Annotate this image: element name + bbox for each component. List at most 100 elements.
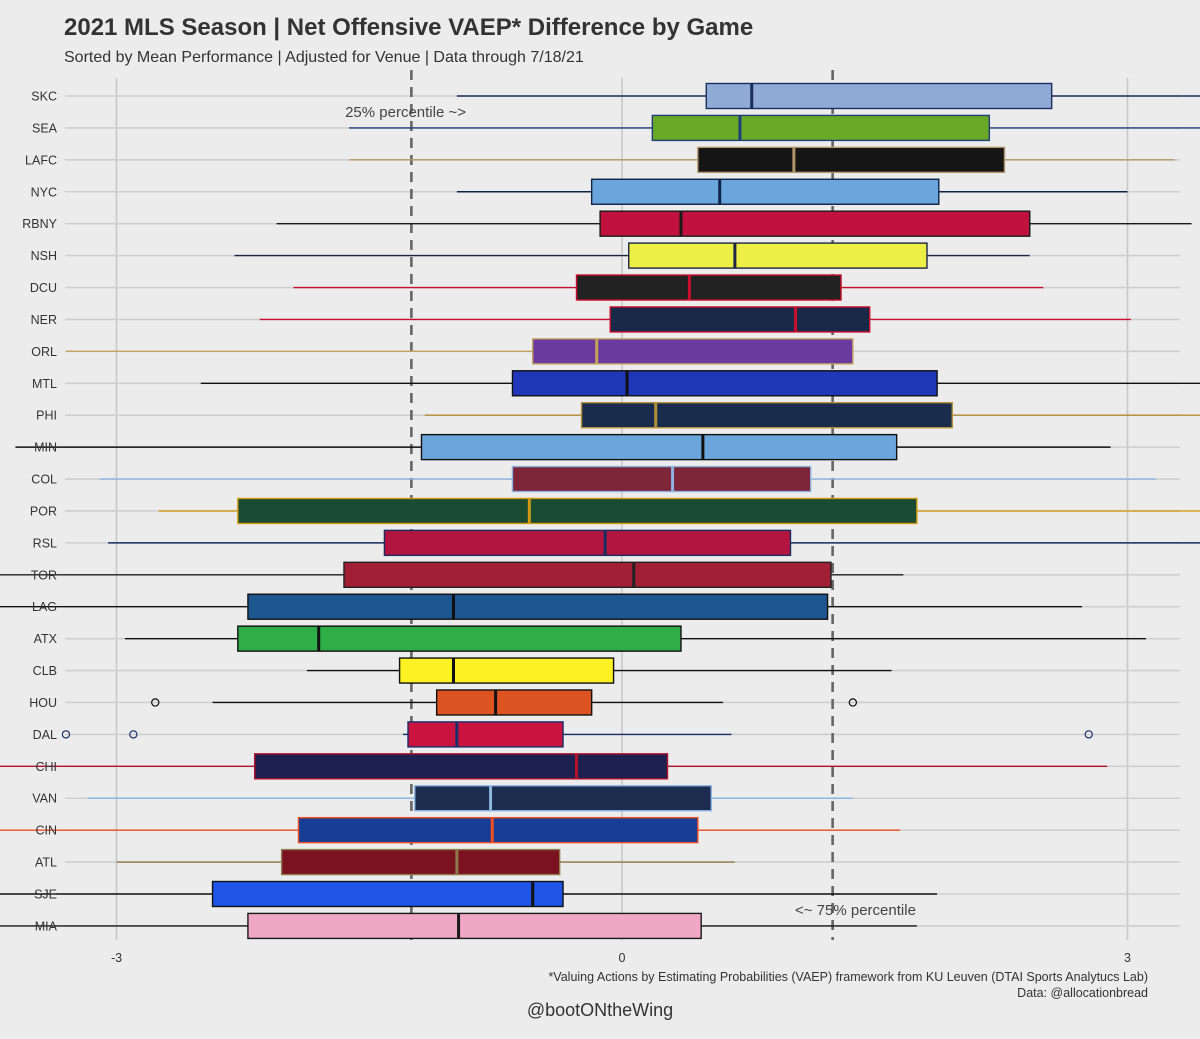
team-label: LAG bbox=[32, 600, 57, 614]
team-label: TOR bbox=[31, 568, 57, 582]
team-label: SKC bbox=[31, 90, 57, 104]
boxplot-mtl bbox=[200, 370, 1200, 397]
x-tick-label: 3 bbox=[1124, 951, 1131, 965]
team-label: POR bbox=[30, 504, 57, 518]
team-label: CIN bbox=[35, 824, 57, 838]
boxplot-ner bbox=[259, 306, 1131, 333]
boxplot-rbny bbox=[276, 210, 1192, 237]
iqr-box bbox=[609, 306, 871, 333]
outlier-point bbox=[61, 730, 71, 739]
team-label: NER bbox=[31, 313, 57, 327]
iqr-box bbox=[407, 721, 564, 748]
iqr-box bbox=[237, 497, 918, 525]
iqr-box bbox=[435, 689, 593, 716]
boxplot-atx bbox=[124, 625, 1147, 652]
team-label: DCU bbox=[30, 281, 57, 295]
chart-subtitle: Sorted by Mean Performance | Adjusted fo… bbox=[64, 49, 584, 66]
boxplot-sje bbox=[0, 880, 938, 908]
boxplot-dal bbox=[61, 721, 1093, 748]
boxplot-por bbox=[158, 497, 1200, 525]
iqr-box bbox=[398, 657, 615, 684]
boxplot-tor bbox=[0, 561, 904, 588]
boxplot-lafc bbox=[349, 146, 1175, 174]
boxplot-clb bbox=[306, 657, 892, 684]
boxplot-lag bbox=[0, 593, 1083, 620]
iqr-box bbox=[280, 848, 561, 876]
boxplot-min bbox=[15, 433, 1111, 461]
iqr-box bbox=[651, 114, 991, 142]
iqr-box bbox=[211, 880, 564, 908]
outlier-point bbox=[1084, 730, 1093, 739]
team-label: MTL bbox=[32, 377, 57, 391]
team-label: RBNY bbox=[22, 217, 57, 231]
team-label: MIN bbox=[34, 441, 57, 455]
boxplot-col bbox=[99, 465, 1157, 493]
x-tick-label: -3 bbox=[111, 951, 122, 965]
iqr-box bbox=[575, 274, 842, 301]
boxplot-hou bbox=[151, 689, 858, 716]
iqr-box bbox=[343, 561, 832, 588]
outlier-point bbox=[151, 698, 160, 707]
team-label: NSH bbox=[31, 249, 57, 263]
boxplot-nyc bbox=[456, 178, 1128, 205]
boxplot-sea bbox=[349, 114, 1200, 142]
team-label: ATX bbox=[34, 632, 58, 646]
team-label: SJE bbox=[34, 888, 57, 902]
boxplot-van bbox=[87, 785, 853, 812]
iqr-box bbox=[628, 242, 928, 269]
iqr-box bbox=[590, 178, 940, 205]
team-label: PHI bbox=[36, 409, 57, 423]
iqr-box bbox=[247, 912, 702, 940]
outlier-point bbox=[848, 698, 858, 707]
iqr-box bbox=[253, 753, 669, 780]
outlier-point bbox=[129, 730, 138, 739]
team-label: LAFC bbox=[25, 153, 57, 167]
team-label: MIA bbox=[35, 919, 58, 933]
footnote-vaep: *Valuing Actions by Estimating Probabili… bbox=[548, 970, 1148, 984]
boxplot-orl bbox=[65, 338, 854, 365]
team-label: VAN bbox=[32, 792, 57, 806]
iqr-box bbox=[705, 82, 1053, 110]
team-label: ORL bbox=[31, 345, 57, 359]
boxplot-cin bbox=[0, 816, 901, 844]
team-label: ATL bbox=[35, 856, 57, 870]
iqr-box bbox=[237, 625, 682, 652]
author-credit: @bootONtheWing bbox=[526, 1000, 674, 1020]
boxplot-chi bbox=[0, 753, 1108, 780]
iqr-box bbox=[420, 433, 898, 461]
iqr-box bbox=[599, 210, 1031, 237]
axis-labels: -6-3036SKCSEALAFCNYCRBNYNSHDCUNERORLMTLP… bbox=[22, 90, 1131, 966]
annotation-75-percentile: <~ 75% percentile bbox=[795, 902, 916, 919]
iqr-box bbox=[297, 816, 699, 844]
x-tick-label: 0 bbox=[619, 951, 626, 965]
boxplot-mia bbox=[0, 912, 917, 940]
team-label: DAL bbox=[33, 728, 57, 742]
team-label: CHI bbox=[35, 760, 57, 774]
iqr-box bbox=[247, 593, 829, 620]
box-layer bbox=[0, 82, 1200, 940]
boxplot-phi bbox=[424, 402, 1200, 429]
team-label: CLB bbox=[33, 664, 57, 678]
boxplot-dcu bbox=[293, 274, 1044, 301]
annotation-25-percentile: 25% percentile ~> bbox=[345, 104, 466, 121]
iqr-box bbox=[511, 370, 938, 397]
footnote: *Valuing Actions by Estimating Probabili… bbox=[548, 969, 1148, 1001]
footnote-data-source: Data: @allocationbread bbox=[1017, 986, 1148, 1000]
team-label: SEA bbox=[32, 121, 58, 135]
boxplot-nsh bbox=[234, 242, 1030, 269]
team-label: RSL bbox=[33, 536, 57, 550]
boxplot-atl bbox=[116, 848, 735, 876]
iqr-box bbox=[414, 785, 713, 812]
iqr-box bbox=[511, 465, 812, 493]
team-label: COL bbox=[31, 473, 57, 487]
iqr-box bbox=[383, 529, 792, 557]
chart-title: 2021 MLS Season | Net Offensive VAEP* Di… bbox=[64, 14, 754, 41]
boxplot-rsl bbox=[108, 529, 1200, 557]
iqr-box bbox=[580, 402, 953, 429]
boxplot-skc bbox=[456, 82, 1200, 110]
team-label: NYC bbox=[31, 185, 57, 199]
iqr-box bbox=[531, 338, 854, 365]
iqr-box bbox=[697, 146, 1006, 174]
team-label: HOU bbox=[29, 696, 57, 710]
